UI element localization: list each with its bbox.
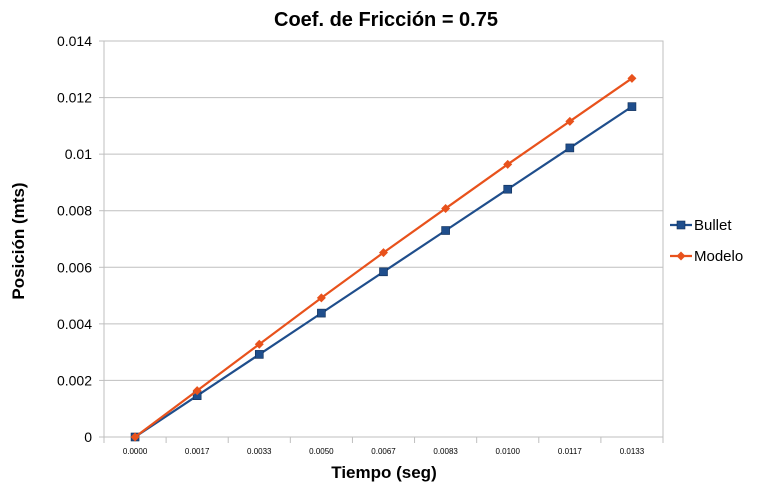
- y-tick-label: 0: [84, 429, 92, 445]
- x-tick-label: 0.0017: [185, 447, 210, 456]
- legend: Bullet Modelo: [670, 217, 743, 265]
- x-axis-ticks: 0.0000 0.0017 0.0033 0.0050 0.0067 0.0083 0.01…: [123, 447, 645, 456]
- legend-label: Modelo: [694, 248, 743, 265]
- y-tick-label: 0.004: [57, 316, 92, 332]
- data-point-modelo: [627, 73, 637, 83]
- series-bullet: [130, 102, 637, 442]
- x-gridlines: [103, 437, 664, 443]
- gridlines: [104, 40, 663, 438]
- y-tick-label: 0.008: [57, 203, 92, 219]
- data-point-modelo: [192, 386, 202, 396]
- y-tick-label: 0.01: [65, 146, 92, 162]
- x-tick-label: 0.0067: [371, 447, 396, 456]
- legend-marker: [676, 251, 686, 261]
- y-tick-label: 0.006: [57, 259, 92, 275]
- data-point-modelo: [316, 293, 326, 303]
- legend-item-bullet: Bullet: [670, 217, 732, 234]
- data-point-modelo: [379, 248, 388, 258]
- x-tick-label: 0.0117: [558, 447, 582, 456]
- data-point-bullet: [317, 308, 326, 318]
- x-tick-label: 0.0083: [433, 447, 458, 456]
- chart-title: Coef. de Fricción = 0.75: [274, 9, 498, 31]
- y-axis-ticks: 0 0.002 0.004 0.006 0.008 0.01 0.012 0.014: [57, 33, 104, 445]
- data-point-bullet: [254, 350, 264, 359]
- plot-area: [103, 40, 664, 438]
- data-point-modelo: [254, 339, 264, 349]
- legend-label: Bullet: [694, 217, 732, 234]
- x-tick-label: 0.0000: [123, 447, 148, 456]
- x-tick-label: 0.0050: [309, 447, 334, 456]
- y-tick-label: 0.014: [57, 33, 92, 49]
- x-tick-label: 0.0133: [620, 447, 645, 456]
- data-point-modelo: [503, 159, 513, 169]
- legend-item-modelo: Modelo: [670, 248, 743, 265]
- data-point-bullet: [627, 102, 637, 111]
- y-tick-label: 0.012: [57, 90, 92, 106]
- y-tick-label: 0.002: [57, 372, 92, 388]
- data-point-bullet: [379, 267, 388, 277]
- x-tick-label: 0.0100: [495, 447, 520, 456]
- data-point-modelo: [565, 116, 575, 126]
- data-point-bullet: [503, 184, 513, 194]
- y-axis-title: Posición (mts): [9, 182, 28, 299]
- legend-marker: [676, 220, 686, 230]
- data-point-modelo: [130, 432, 140, 442]
- series-line-modelo: [134, 77, 633, 438]
- data-point-bullet: [441, 226, 450, 235]
- x-axis-title: Tiempo (seg): [331, 463, 436, 482]
- series-modelo: [130, 73, 637, 442]
- series-layer: [130, 73, 637, 442]
- x-tick-label: 0.0033: [247, 447, 272, 456]
- data-point-bullet: [565, 143, 575, 153]
- data-point-modelo: [441, 203, 451, 213]
